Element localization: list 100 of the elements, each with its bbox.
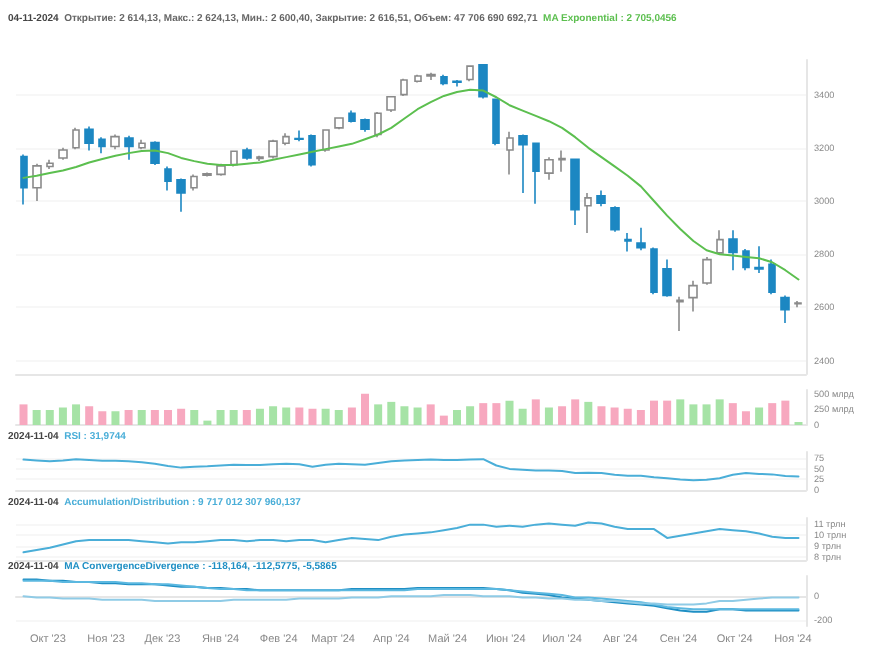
bar	[347, 407, 356, 425]
candlestick	[570, 157, 580, 226]
bar	[124, 410, 133, 425]
candlestick	[98, 136, 106, 154]
bar	[32, 410, 41, 425]
candlestick	[322, 128, 330, 153]
bar	[689, 404, 698, 425]
candlestick	[492, 97, 500, 146]
bar	[229, 410, 238, 425]
candlestick	[242, 147, 252, 161]
bar	[544, 407, 553, 425]
candlestick	[624, 232, 632, 253]
candlestick	[426, 71, 436, 81]
bar	[755, 407, 764, 425]
candlestick	[400, 77, 408, 97]
candlestick	[138, 139, 146, 150]
bar	[190, 410, 199, 425]
candlestick	[190, 173, 198, 192]
bar	[505, 400, 514, 425]
bar	[269, 406, 278, 425]
candlestick	[768, 258, 776, 295]
candlestick	[440, 73, 448, 87]
candlestick	[72, 127, 80, 150]
bar	[387, 401, 396, 425]
bar	[413, 407, 422, 425]
candlestick	[256, 155, 264, 162]
bar	[623, 408, 632, 425]
candlestick	[334, 116, 344, 130]
candlestick	[518, 133, 528, 194]
candlestick	[650, 246, 658, 295]
bar	[177, 408, 186, 425]
bar	[531, 399, 540, 425]
candlestick	[688, 280, 698, 313]
candlestick	[294, 129, 304, 142]
candlestick	[558, 149, 566, 173]
candlestick	[32, 162, 42, 202]
candlestick	[20, 153, 28, 206]
candlestick	[596, 189, 606, 208]
candlestick	[702, 256, 712, 286]
bar	[663, 400, 672, 425]
bar	[439, 415, 448, 425]
candlestick	[414, 73, 422, 84]
candlestick	[216, 162, 226, 177]
candlestick	[506, 131, 514, 176]
bar	[741, 411, 750, 425]
bar	[374, 404, 383, 425]
bar	[558, 406, 567, 425]
bar	[295, 407, 304, 425]
candlestick	[348, 109, 356, 124]
candlestick	[58, 147, 68, 161]
candlestick	[268, 139, 278, 160]
bar	[45, 410, 54, 425]
candlestick	[308, 133, 316, 168]
candlestick	[728, 229, 738, 272]
candlestick	[662, 258, 672, 298]
bar	[58, 407, 67, 425]
bar	[164, 410, 172, 425]
candlestick	[478, 63, 488, 100]
bar	[150, 410, 159, 425]
line-series	[22, 458, 800, 482]
candlestick	[532, 141, 540, 205]
candlestick	[124, 135, 134, 161]
bar	[85, 406, 94, 425]
bar	[334, 410, 343, 425]
bar	[636, 410, 645, 425]
bar	[19, 404, 28, 425]
candlestick	[150, 140, 160, 166]
candlestick	[610, 205, 620, 233]
candlestick	[360, 117, 370, 133]
candlestick	[386, 95, 396, 113]
line-series	[22, 88, 800, 281]
bar	[426, 404, 435, 425]
bar	[452, 410, 461, 425]
candlestick	[110, 133, 120, 150]
bar	[255, 408, 264, 425]
bar	[400, 406, 409, 425]
candlestick	[84, 125, 94, 152]
bar	[137, 410, 146, 425]
bar	[571, 399, 580, 425]
bar	[308, 408, 317, 425]
candlestick	[374, 111, 382, 138]
bar	[676, 399, 685, 425]
bar	[98, 411, 107, 425]
bar	[216, 410, 225, 425]
bar	[282, 407, 291, 425]
candlestick	[544, 156, 554, 181]
candlestick	[176, 177, 186, 213]
bar	[650, 400, 658, 425]
bar	[610, 407, 619, 425]
candlestick	[202, 171, 212, 178]
candlestick	[584, 192, 592, 234]
candlestick	[452, 79, 462, 88]
candlestick	[164, 165, 172, 192]
candlestick	[754, 245, 764, 274]
bar	[715, 399, 724, 425]
candlestick	[466, 64, 474, 83]
bar	[492, 403, 501, 425]
bar	[111, 411, 120, 425]
bar	[702, 404, 711, 425]
candlestick	[230, 149, 238, 168]
